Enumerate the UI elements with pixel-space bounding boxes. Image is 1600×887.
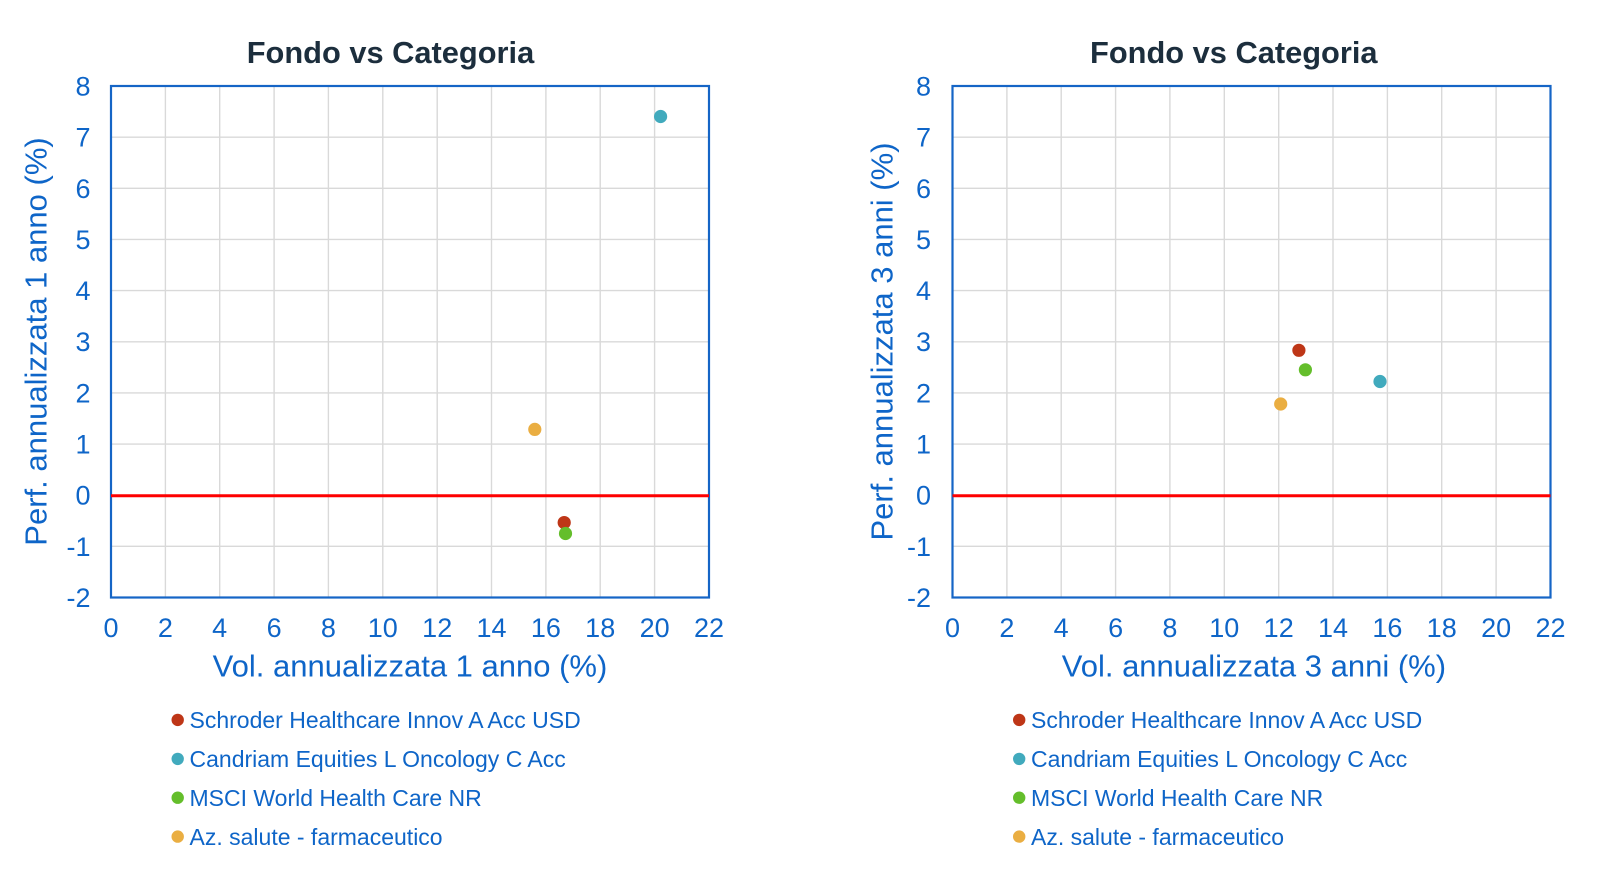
svg-text:-2: -2 [66, 583, 90, 613]
svg-text:Vol. annualizzata 1 anno (%): Vol. annualizzata 1 anno (%) [213, 649, 608, 684]
svg-text:6: 6 [1108, 613, 1123, 643]
svg-text:10: 10 [1209, 613, 1239, 643]
svg-text:8: 8 [75, 72, 90, 102]
svg-text:20: 20 [640, 613, 670, 643]
svg-text:4: 4 [212, 613, 227, 643]
svg-text:2: 2 [916, 378, 931, 408]
svg-text:4: 4 [75, 276, 90, 306]
svg-text:0: 0 [103, 613, 118, 643]
svg-text:5: 5 [75, 225, 90, 255]
svg-text:Fondo vs Categoria: Fondo vs Categoria [247, 35, 535, 70]
svg-text:14: 14 [1318, 613, 1348, 643]
svg-text:18: 18 [1427, 613, 1457, 643]
svg-text:16: 16 [1372, 613, 1402, 643]
svg-text:18: 18 [585, 613, 615, 643]
svg-text:22: 22 [1535, 613, 1565, 643]
svg-text:Schroder Healthcare Innov A Ac: Schroder Healthcare Innov A Acc USD [190, 707, 581, 733]
svg-text:0: 0 [75, 481, 90, 511]
svg-text:Fondo vs Categoria: Fondo vs Categoria [1090, 35, 1378, 70]
svg-text:-2: -2 [907, 583, 931, 613]
svg-text:-1: -1 [66, 532, 90, 562]
svg-text:Perf. annualizzata 1 anno (%): Perf. annualizzata 1 anno (%) [19, 137, 54, 545]
svg-text:6: 6 [916, 174, 931, 204]
svg-text:Az. salute - farmaceutico: Az. salute - farmaceutico [190, 824, 443, 850]
svg-text:22: 22 [694, 613, 724, 643]
svg-text:0: 0 [916, 481, 931, 511]
svg-text:12: 12 [1264, 613, 1294, 643]
svg-text:2: 2 [75, 378, 90, 408]
svg-text:2: 2 [158, 613, 173, 643]
svg-text:Az. salute - farmaceutico: Az. salute - farmaceutico [1031, 824, 1284, 850]
svg-text:8: 8 [1162, 613, 1177, 643]
svg-text:Perf. annualizzata 3 anni (%): Perf. annualizzata 3 anni (%) [865, 142, 900, 540]
svg-text:3: 3 [75, 327, 90, 357]
svg-text:5: 5 [916, 225, 931, 255]
svg-text:12: 12 [422, 613, 452, 643]
svg-text:Schroder Healthcare Innov A Ac: Schroder Healthcare Innov A Acc USD [1031, 707, 1422, 733]
svg-text:MSCI World Health Care NR: MSCI World Health Care NR [1031, 785, 1323, 811]
svg-text:-1: -1 [907, 532, 931, 562]
svg-text:8: 8 [916, 72, 931, 102]
svg-text:20: 20 [1481, 613, 1511, 643]
svg-text:Candriam Equities L Oncology C: Candriam Equities L Oncology C Acc [190, 746, 566, 772]
svg-text:14: 14 [476, 613, 506, 643]
svg-text:8: 8 [321, 613, 336, 643]
svg-text:1: 1 [75, 430, 90, 460]
svg-text:16: 16 [531, 613, 561, 643]
svg-text:Vol. annualizzata 3 anni (%): Vol. annualizzata 3 anni (%) [1062, 649, 1446, 684]
svg-text:7: 7 [75, 123, 90, 153]
svg-text:4: 4 [916, 276, 931, 306]
svg-text:1: 1 [916, 430, 931, 460]
svg-text:7: 7 [916, 123, 931, 153]
svg-text:4: 4 [1054, 613, 1069, 643]
svg-text:3: 3 [916, 327, 931, 357]
svg-text:MSCI World Health Care NR: MSCI World Health Care NR [190, 785, 482, 811]
svg-text:6: 6 [75, 174, 90, 204]
svg-text:Candriam Equities L Oncology C: Candriam Equities L Oncology C Acc [1031, 746, 1407, 772]
svg-text:0: 0 [945, 613, 960, 643]
svg-text:10: 10 [368, 613, 398, 643]
svg-text:6: 6 [267, 613, 282, 643]
svg-text:2: 2 [999, 613, 1014, 643]
